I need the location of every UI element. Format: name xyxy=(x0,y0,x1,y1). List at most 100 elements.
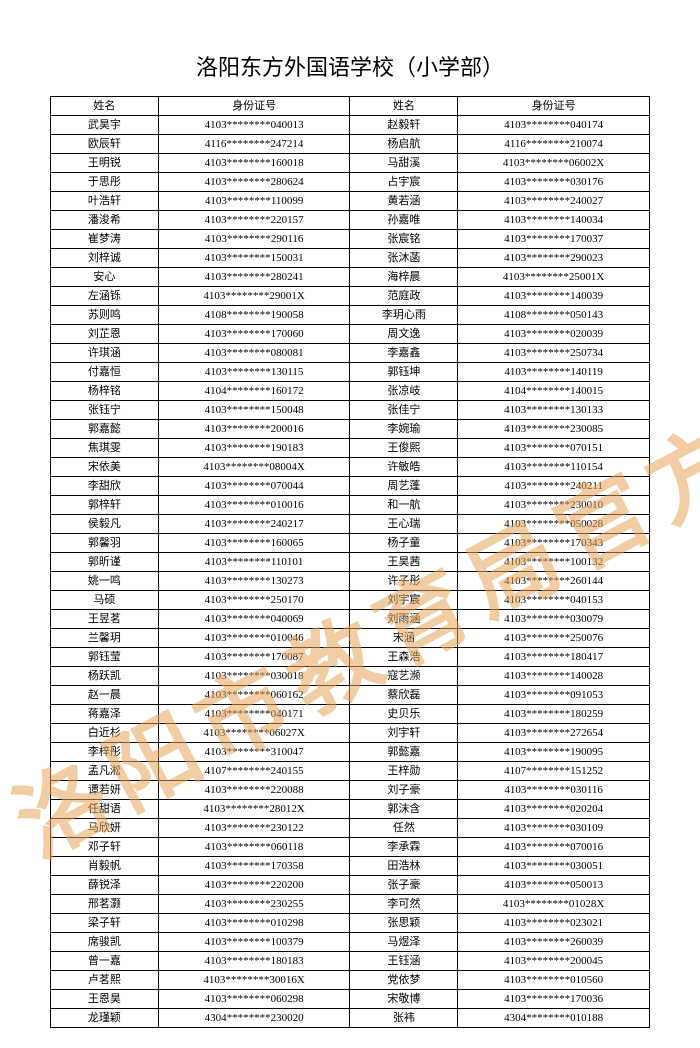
cell-id: 4116********210074 xyxy=(458,135,650,154)
cell-id: 4103********250076 xyxy=(458,629,650,648)
table-row: 杨梓铭4104********160172张凉岐4104********1400… xyxy=(51,382,650,401)
cell-name: 周文逸 xyxy=(350,325,458,344)
cell-id: 4108********050143 xyxy=(458,306,650,325)
cell-id: 4103********030116 xyxy=(458,781,650,800)
table-row: 赵一晨4103********060162蔡欣磊4103********0910… xyxy=(51,686,650,705)
cell-name: 李甜欣 xyxy=(51,477,159,496)
table-row: 席骏凯4103********100379马煜泽4103********2600… xyxy=(51,933,650,952)
table-row: 刘芷恩4103********170060周文逸4103********0200… xyxy=(51,325,650,344)
table-row: 王明锐4103********160018马甜溪4103********0600… xyxy=(51,154,650,173)
cell-id: 4103********240027 xyxy=(458,192,650,211)
cell-id: 4103********170087 xyxy=(158,648,350,667)
cell-name: 张子豪 xyxy=(350,876,458,895)
cell-name: 龙瑾颖 xyxy=(51,1009,159,1028)
cell-name: 刘宇轩 xyxy=(350,724,458,743)
cell-name: 杨梓铭 xyxy=(51,382,159,401)
cell-id: 4103********290116 xyxy=(158,230,350,249)
cell-name: 杨跃凯 xyxy=(51,667,159,686)
cell-id: 4103********170060 xyxy=(158,325,350,344)
cell-name: 宋涵 xyxy=(350,629,458,648)
cell-id: 4304********230020 xyxy=(158,1009,350,1028)
cell-id: 4103********220200 xyxy=(158,876,350,895)
cell-name: 许子彤 xyxy=(350,572,458,591)
cell-id: 4107********151252 xyxy=(458,762,650,781)
cell-id: 4103********030176 xyxy=(458,173,650,192)
cell-name: 张沐菡 xyxy=(350,249,458,268)
cell-name: 王钰涵 xyxy=(350,952,458,971)
cell-name: 李婉瑜 xyxy=(350,420,458,439)
cell-id: 4103********130273 xyxy=(158,572,350,591)
cell-name: 杨启航 xyxy=(350,135,458,154)
table-row: 潘浚希4103********220157孙嘉唯4103********1400… xyxy=(51,211,650,230)
cell-id: 4103********190183 xyxy=(158,439,350,458)
cell-id: 4103********240217 xyxy=(158,515,350,534)
cell-name: 田浩林 xyxy=(350,857,458,876)
cell-id: 4103********040174 xyxy=(458,116,650,135)
cell-name: 马硕 xyxy=(51,591,159,610)
cell-id: 4103********040069 xyxy=(158,610,350,629)
table-row: 侯毅凡4103********240217王心瑞4103********0500… xyxy=(51,515,650,534)
cell-name: 左涵铄 xyxy=(51,287,159,306)
table-row: 孟凡淞4107********240155王梓勋4107********1512… xyxy=(51,762,650,781)
cell-id: 4103********280624 xyxy=(158,173,350,192)
cell-id: 4103********230122 xyxy=(158,819,350,838)
cell-name: 张思颖 xyxy=(350,914,458,933)
col-header-name: 姓名 xyxy=(350,97,458,116)
cell-name: 马欣妍 xyxy=(51,819,159,838)
cell-name: 宋依美 xyxy=(51,458,159,477)
cell-id: 4103********272654 xyxy=(458,724,650,743)
table-row: 郭嘉懿4103********200016李婉瑜4103********2300… xyxy=(51,420,650,439)
table-row: 马硕4103********250170刘宇宸4103********04015… xyxy=(51,591,650,610)
cell-id: 4103********180183 xyxy=(158,952,350,971)
table-row: 李梓彤4103********310047郭懿嘉4103********1900… xyxy=(51,743,650,762)
cell-id: 4103********070016 xyxy=(458,838,650,857)
cell-id: 4103********160018 xyxy=(158,154,350,173)
table-row: 蒋嘉泽4103********040171史贝乐4103********1802… xyxy=(51,705,650,724)
col-header-id: 身份证号 xyxy=(458,97,650,116)
cell-name: 郭钰莹 xyxy=(51,648,159,667)
col-header-name: 姓名 xyxy=(51,97,159,116)
table-row: 马欣妍4103********230122任然4103********03010… xyxy=(51,819,650,838)
cell-id: 4103********140028 xyxy=(458,667,650,686)
table-row: 宋依美4103********08004X许敏皓4103********1101… xyxy=(51,458,650,477)
cell-name: 付嘉恒 xyxy=(51,363,159,382)
cell-id: 4103********170036 xyxy=(458,990,650,1009)
cell-name: 薛锐泽 xyxy=(51,876,159,895)
cell-id: 4103********250170 xyxy=(158,591,350,610)
cell-id: 4103********180259 xyxy=(458,705,650,724)
cell-name: 许敏皓 xyxy=(350,458,458,477)
table-row: 安心4103********280241海梓晨4103********25001… xyxy=(51,268,650,287)
cell-id: 4103********25001X xyxy=(458,268,650,287)
cell-id: 4103********010046 xyxy=(158,629,350,648)
cell-id: 4103********290023 xyxy=(458,249,650,268)
cell-id: 4103********220157 xyxy=(158,211,350,230)
cell-id: 4103********010298 xyxy=(158,914,350,933)
cell-id: 4103********010560 xyxy=(458,971,650,990)
cell-name: 崔梦涛 xyxy=(51,230,159,249)
table-row: 王昱茗4103********040069刘雨涵4103********0300… xyxy=(51,610,650,629)
cell-name: 杨子童 xyxy=(350,534,458,553)
cell-id: 4104********140015 xyxy=(458,382,650,401)
table-row: 欧辰轩4116********247214杨启航4116********2100… xyxy=(51,135,650,154)
cell-name: 李承霖 xyxy=(350,838,458,857)
cell-id: 4103********023021 xyxy=(458,914,650,933)
cell-name: 许琪涵 xyxy=(51,344,159,363)
cell-id: 4103********200016 xyxy=(158,420,350,439)
cell-id: 4103********060118 xyxy=(158,838,350,857)
cell-name: 肖毅帆 xyxy=(51,857,159,876)
cell-id: 4103********260039 xyxy=(458,933,650,952)
cell-name: 李嘉鑫 xyxy=(350,344,458,363)
cell-name: 邢茗灏 xyxy=(51,895,159,914)
table-row: 卢茗熙4103********30016X党依梦4103********0105… xyxy=(51,971,650,990)
cell-name: 孙嘉唯 xyxy=(350,211,458,230)
cell-name: 刘宇宸 xyxy=(350,591,458,610)
cell-name: 张凉岐 xyxy=(350,382,458,401)
cell-name: 周艺蓬 xyxy=(350,477,458,496)
cell-id: 4103********110099 xyxy=(158,192,350,211)
cell-name: 张袆 xyxy=(350,1009,458,1028)
cell-id: 4103********30016X xyxy=(158,971,350,990)
cell-id: 4103********130133 xyxy=(458,401,650,420)
cell-name: 和一航 xyxy=(350,496,458,515)
cell-id: 4103********08004X xyxy=(158,458,350,477)
cell-id: 4103********040171 xyxy=(158,705,350,724)
